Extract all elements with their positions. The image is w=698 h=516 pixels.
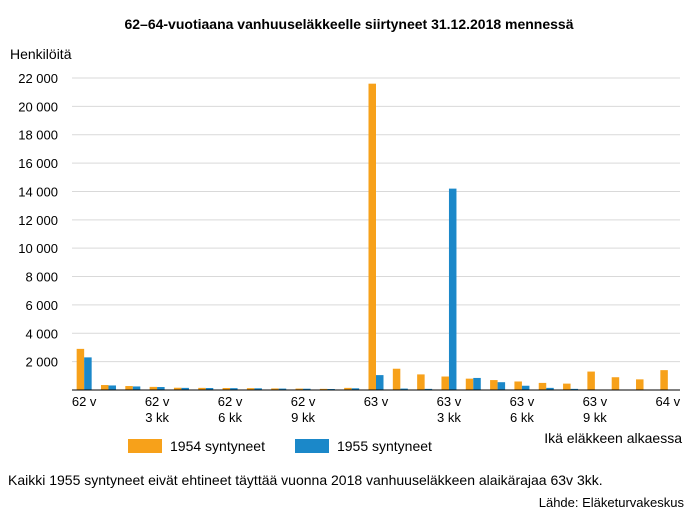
x-tick-sublabel: 6 kk xyxy=(510,410,534,425)
bars xyxy=(76,83,668,390)
y-tick-label: 2 000 xyxy=(25,355,58,370)
bar-1954-11 xyxy=(344,387,352,390)
legend-swatch-1955 xyxy=(294,439,329,453)
x-tick-label: 62 v xyxy=(218,394,243,409)
y-tick-label: 14 000 xyxy=(18,184,58,199)
bar-1955-8 xyxy=(278,388,287,390)
bar-1954-24 xyxy=(660,370,668,390)
bar-1955-15 xyxy=(448,188,457,390)
x-tick-label: 62 v xyxy=(291,394,316,409)
y-axis-label: Henkilöitä xyxy=(10,46,72,62)
y-tick-label: 4 000 xyxy=(25,326,58,341)
bar-1955-6 xyxy=(230,388,238,390)
bar-1954-15 xyxy=(441,376,449,390)
source-note: Lähde: Eläketurvakeskus xyxy=(538,495,684,510)
bar-1954-21 xyxy=(587,371,595,390)
bar-1954-17 xyxy=(490,380,498,390)
bar-1955-19 xyxy=(546,387,554,390)
x-tick-sublabel: 3 kk xyxy=(145,410,169,425)
bar-1955-13 xyxy=(400,388,408,390)
bar-1955-20 xyxy=(570,388,579,390)
y-tick-label: 10 000 xyxy=(18,241,58,256)
x-tick-label: 62 v xyxy=(72,394,97,409)
legend-label-1955: 1955 syntyneet xyxy=(336,438,432,454)
x-tick-label: 63 v xyxy=(510,394,535,409)
bar-1955-5 xyxy=(205,388,214,390)
y-tick-label: 12 000 xyxy=(18,213,58,228)
x-tick-sublabel: 6 kk xyxy=(218,410,242,425)
legend-label-1954: 1954 syntyneet xyxy=(170,438,265,454)
y-tick-label: 16 000 xyxy=(18,156,58,171)
y-tick-labels: 2 000 4 000 6 000 8 000 10 000 12 000 14 000 16… xyxy=(18,71,58,370)
bar-1955-7 xyxy=(254,388,262,390)
bar-1955-14 xyxy=(424,388,433,390)
bar-1955-18 xyxy=(521,385,530,390)
bar-1954-18 xyxy=(514,381,522,390)
x-tick-sublabel: 9 kk xyxy=(583,410,607,425)
y-tick-label: 22 000 xyxy=(18,71,58,86)
bar-1954-0 xyxy=(76,348,85,390)
bar-1954-12 xyxy=(368,83,376,390)
bar-1955-4 xyxy=(181,387,189,390)
bar-1954-14 xyxy=(417,374,425,390)
y-tick-label: 20 000 xyxy=(18,99,58,114)
bar-1954-23 xyxy=(636,379,644,390)
bar-1955-17 xyxy=(497,382,506,390)
bar-1954-2 xyxy=(125,386,133,390)
legend-swatch-1954 xyxy=(128,439,162,453)
bar-1954-1 xyxy=(100,385,109,390)
bar-1954-10 xyxy=(319,388,328,390)
x-tick-label: 62 v xyxy=(145,394,170,409)
bar-1954-19 xyxy=(538,382,547,390)
bar-1955-1 xyxy=(108,385,116,390)
bar-1955-0 xyxy=(84,357,92,390)
y-tick-label: 8 000 xyxy=(25,270,58,285)
x-tick-label: 63 v xyxy=(437,394,462,409)
y-tick-label: 18 000 xyxy=(18,128,58,143)
bar-1954-4 xyxy=(173,387,182,390)
bar-1955-2 xyxy=(132,386,141,390)
bar-1954-6 xyxy=(222,388,231,390)
x-tick-sublabel: 3 kk xyxy=(437,410,461,425)
bar-1954-16 xyxy=(465,378,474,390)
bar-1954-13 xyxy=(392,368,401,390)
x-axis-label: Ikä eläkkeen alkaessa xyxy=(544,430,682,446)
x-tick-sublabel: 9 kk xyxy=(291,410,315,425)
bar-1954-8 xyxy=(271,388,279,390)
bar-1954-9 xyxy=(295,388,304,390)
bar-1955-3 xyxy=(157,387,165,390)
footnote: Kaikki 1955 syntyneet eivät ehtineet täy… xyxy=(8,472,603,488)
bar-1955-11 xyxy=(351,388,360,390)
legend: 1954 syntyneet 1955 syntyneet xyxy=(128,438,462,454)
y-tick-label: 6 000 xyxy=(25,298,58,313)
bar-1954-7 xyxy=(246,388,255,390)
x-tick-label: 64 v xyxy=(656,394,681,409)
bar-1955-12 xyxy=(376,375,384,390)
bar-1954-3 xyxy=(149,386,158,390)
chart-title: 62–64-vuotiaana vanhuuseläkkeelle siirty… xyxy=(124,16,574,32)
x-tick-label: 63 v xyxy=(583,394,608,409)
bar-1954-5 xyxy=(198,387,206,390)
x-tick-label: 63 v xyxy=(364,394,389,409)
legend-item-1955: 1955 syntyneet xyxy=(294,438,432,454)
bar-1954-20 xyxy=(563,383,571,390)
legend-item-1954: 1954 syntyneet xyxy=(128,438,265,454)
bar-1954-22 xyxy=(611,377,620,390)
bar-1955-9 xyxy=(303,388,311,390)
bar-1955-16 xyxy=(473,377,481,390)
